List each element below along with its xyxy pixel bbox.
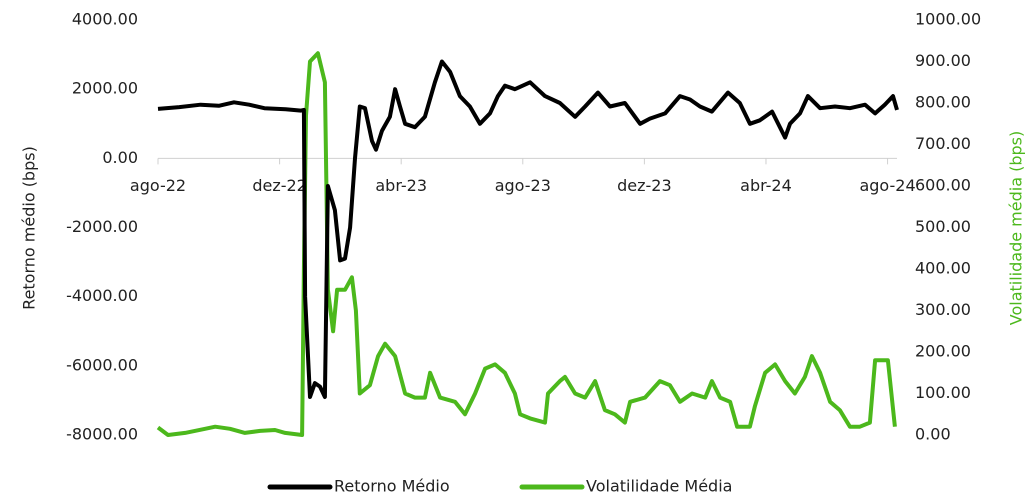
series-line: [157, 59, 899, 399]
series-line: [156, 51, 897, 437]
y2-tick-label: 400.00: [915, 259, 971, 278]
x-tick-label: abr-23: [375, 176, 427, 195]
y2-tick-label: 500.00: [915, 217, 971, 236]
y-tick-label: 2000.00: [72, 79, 138, 98]
y2-tick-label: 600.00: [915, 176, 971, 195]
y2-tick-label: 200.00: [915, 342, 971, 361]
y-tick-label: -8000.00: [66, 425, 138, 444]
y2-tick-label: 0.00: [915, 425, 951, 444]
y-tick-label: 4000.00: [72, 10, 138, 29]
y2-tick-label: 900.00: [915, 51, 971, 70]
x-tick-label: dez-22: [252, 176, 307, 195]
x-tick-label: abr-24: [740, 176, 792, 195]
y2-axis-title: Volatilidade média (bps): [1007, 131, 1026, 325]
y2-tick-label: 1000.00: [915, 10, 981, 29]
y-tick-label: -4000.00: [66, 286, 138, 305]
legend-label: Retorno Médio: [334, 477, 450, 496]
legend-label: Volatilidade Média: [586, 477, 732, 496]
y-tick-label: 0.00: [102, 148, 138, 167]
x-tick-label: ago-22: [130, 176, 186, 195]
y-axis-title: Retorno médio (bps): [20, 146, 39, 310]
x-tick-label: ago-23: [495, 176, 551, 195]
x-tick-label: ago-24: [859, 176, 915, 195]
y2-tick-label: 800.00: [915, 93, 971, 112]
y2-tick-label: 300.00: [915, 300, 971, 319]
y-tick-label: -2000.00: [66, 217, 138, 236]
y2-tick-label: 700.00: [915, 134, 971, 153]
y2-tick-label: 100.00: [915, 383, 971, 402]
y-tick-label: -6000.00: [66, 355, 138, 374]
x-tick-label: dez-23: [617, 176, 672, 195]
